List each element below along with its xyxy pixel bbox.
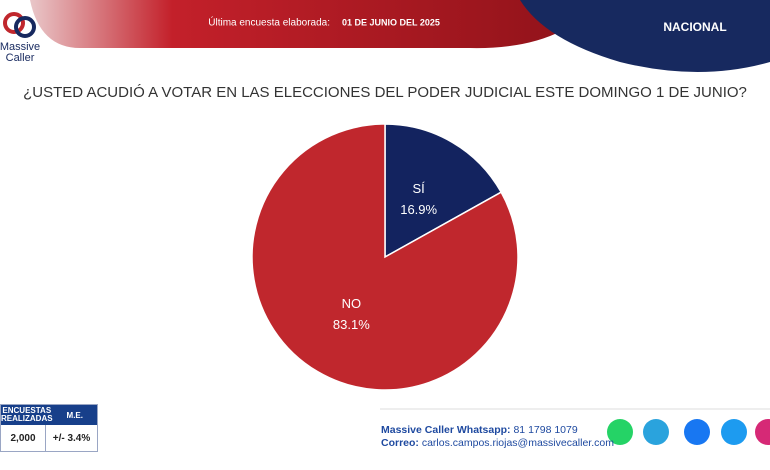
cell: +/- 3.4% <box>52 432 91 444</box>
facebook-icon <box>684 419 710 445</box>
cell: 2,000 <box>1 425 46 451</box>
slice-value: 83.1% <box>333 317 370 332</box>
survey-table: ENCUESTAS REALIZADAS M.E. 2,000 +/- 3.4% <box>0 404 98 452</box>
scope-banner <box>520 0 770 72</box>
instagram-icon <box>755 419 770 445</box>
table-row: 2,000 +/- 3.4% <box>1 425 97 451</box>
table-header: ENCUESTAS REALIZADAS M.E. <box>1 405 97 425</box>
pie-slice <box>384 123 503 259</box>
header-banner <box>30 0 600 49</box>
survey-label: Última encuesta elaborada: <box>208 16 330 29</box>
whatsapp-number: 81 1798 1079 <box>513 424 578 436</box>
telegram-icon <box>643 419 669 445</box>
slice-value: 16.9% <box>400 202 437 217</box>
chart-title: ¿USTED ACUDIÓ A VOTAR EN LAS ELECCIONES … <box>23 84 747 101</box>
social-icons <box>607 419 770 445</box>
header-cell: M.E. <box>66 410 83 420</box>
twitter-icon <box>721 419 747 445</box>
slice-label: SÍ <box>413 181 426 196</box>
email-label: Correo: <box>381 437 419 449</box>
logo-icon <box>3 12 36 38</box>
scope: NACIONAL <box>663 20 726 34</box>
contact: Massive Caller Whatsapp: 81 1798 1079 Co… <box>381 424 614 450</box>
whatsapp-icon <box>607 419 633 445</box>
email: carlos.campos.riojas@massivecaller.com <box>421 437 614 449</box>
pie-slice <box>251 123 519 391</box>
brand: Caller <box>6 52 35 64</box>
survey-date: 01 DE JUNIO DEL 2025 <box>342 17 440 27</box>
header-cell: ENCUESTAS REALIZADAS <box>1 406 53 423</box>
brand: Massive <box>0 41 40 53</box>
slice-label: NO <box>342 296 362 311</box>
pie: SÍ 16.9% NO 83.1% <box>251 123 519 391</box>
whatsapp-label: Massive Caller Whatsapp: <box>381 424 511 436</box>
